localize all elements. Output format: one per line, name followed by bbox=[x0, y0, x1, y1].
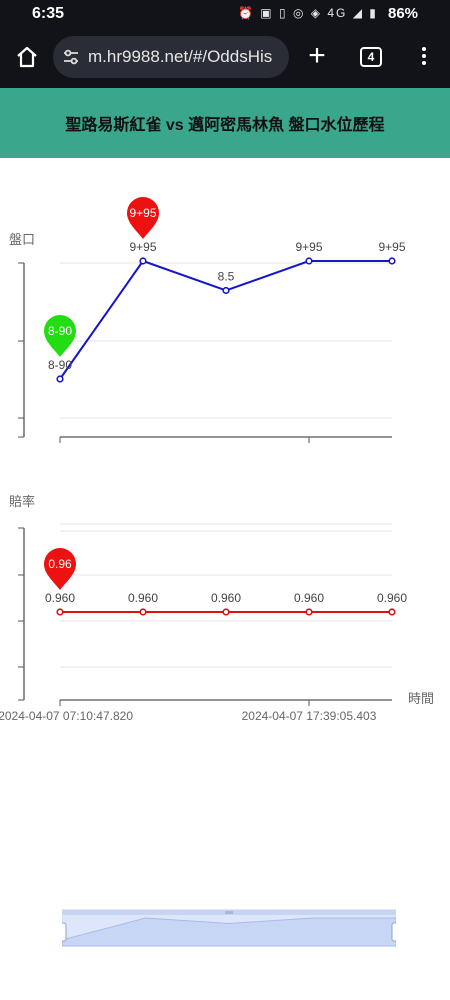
zoom-preview-line bbox=[62, 917, 396, 947]
data-point[interactable] bbox=[222, 286, 230, 295]
odds-history-chart[interactable]: 盤口 8-90 9+95 8.5 9+95 9+95 8-90 9+95 賠率 時間 20… bbox=[0, 158, 450, 758]
marker-pin-label: 9+95 bbox=[129, 206, 156, 220]
marker-pin-label: 0.96 bbox=[48, 557, 72, 571]
battery-icon: ▮ bbox=[369, 6, 378, 20]
zoom-handle-left[interactable] bbox=[62, 922, 67, 942]
volte-icon: ◈ bbox=[310, 6, 322, 20]
marker-pin[interactable]: 9+95 bbox=[127, 197, 159, 239]
data-point[interactable] bbox=[305, 608, 313, 616]
tab-switcher-button[interactable]: 4 bbox=[360, 47, 382, 67]
data-label: 0.960 bbox=[45, 591, 75, 605]
data-label: 0.960 bbox=[377, 591, 407, 605]
data-point[interactable] bbox=[139, 257, 147, 265]
data-label: 9+95 bbox=[129, 240, 156, 254]
status-icons: ⏰ ▣ ▯ ◎ ◈ 4G ◢ ▮ bbox=[238, 6, 378, 20]
data-point[interactable] bbox=[388, 608, 396, 616]
address-bar[interactable]: m.hr9988.net/#/OddsHis bbox=[53, 36, 289, 78]
x-tick-label-end: 2024-04-07 17:39:05.403 bbox=[242, 709, 377, 723]
marker-pin[interactable]: 8-90 bbox=[44, 315, 76, 357]
signal-4g-icon: 4G bbox=[327, 6, 348, 20]
data-point[interactable] bbox=[139, 608, 147, 616]
more-vertical-icon bbox=[422, 47, 426, 51]
data-point[interactable] bbox=[305, 257, 313, 265]
data-point[interactable] bbox=[56, 375, 64, 383]
data-label: 8-90 bbox=[48, 358, 72, 372]
site-settings-icon[interactable] bbox=[62, 48, 80, 66]
data-point[interactable] bbox=[222, 608, 230, 616]
browser-toolbar: m.hr9988.net/#/OddsHis + 4 bbox=[0, 28, 450, 88]
vibrate-icon: ▯ bbox=[278, 6, 288, 20]
data-zoom-slider[interactable] bbox=[62, 909, 396, 947]
plus-icon: + bbox=[308, 39, 326, 72]
zoom-handle-right[interactable] bbox=[391, 922, 396, 942]
handicap-axis-label: 盤口 bbox=[9, 232, 35, 247]
alarm-icon: ⏰ bbox=[238, 6, 255, 20]
marker-pin[interactable]: 0.96 bbox=[44, 548, 76, 590]
data-label: 9+95 bbox=[378, 240, 405, 254]
page-header: 聖路易斯紅雀 vs 邁阿密馬林魚 盤口水位歷程 bbox=[0, 88, 450, 158]
nfc-icon: ▣ bbox=[260, 6, 274, 20]
zoom-grip-icon[interactable] bbox=[225, 911, 233, 914]
new-tab-button[interactable]: + bbox=[302, 40, 332, 74]
page-title: 聖路易斯紅雀 vs 邁阿密馬林魚 盤口水位歷程 bbox=[65, 117, 385, 134]
data-label: 0.960 bbox=[211, 591, 241, 605]
url-text[interactable]: m.hr9988.net/#/OddsHis bbox=[88, 47, 273, 66]
data-label: 8.5 bbox=[218, 270, 235, 284]
data-label: 0.960 bbox=[128, 591, 158, 605]
data-point[interactable] bbox=[56, 608, 64, 616]
signal-icon: ◢ bbox=[352, 6, 364, 20]
time-axis-label: 時間 bbox=[408, 691, 434, 706]
marker-pin-shape bbox=[44, 548, 76, 590]
status-bar: 6:35 ⏰ ▣ ▯ ◎ ◈ 4G ◢ ▮ 86% bbox=[0, 0, 450, 28]
data-label: 9+95 bbox=[295, 240, 322, 254]
odds-chart-frame bbox=[18, 523, 392, 706]
data-point[interactable] bbox=[388, 257, 396, 265]
marker-pin-shape bbox=[127, 197, 159, 239]
marker-pin-shape bbox=[44, 315, 76, 357]
handicap-chart-frame bbox=[18, 262, 392, 443]
data-label: 0.960 bbox=[294, 591, 324, 605]
battery-level: 86% bbox=[388, 5, 419, 22]
marker-pin-label: 8-90 bbox=[48, 324, 72, 338]
hotspot-icon: ◎ bbox=[292, 6, 306, 20]
home-icon bbox=[17, 46, 37, 68]
odds-axis-label: 賠率 bbox=[9, 494, 35, 509]
browser-menu-button[interactable] bbox=[414, 44, 434, 72]
status-time: 6:35 bbox=[32, 5, 65, 22]
x-tick-label-start: 2024-04-07 07:10:47.820 bbox=[0, 709, 133, 723]
home-button[interactable] bbox=[12, 40, 42, 74]
